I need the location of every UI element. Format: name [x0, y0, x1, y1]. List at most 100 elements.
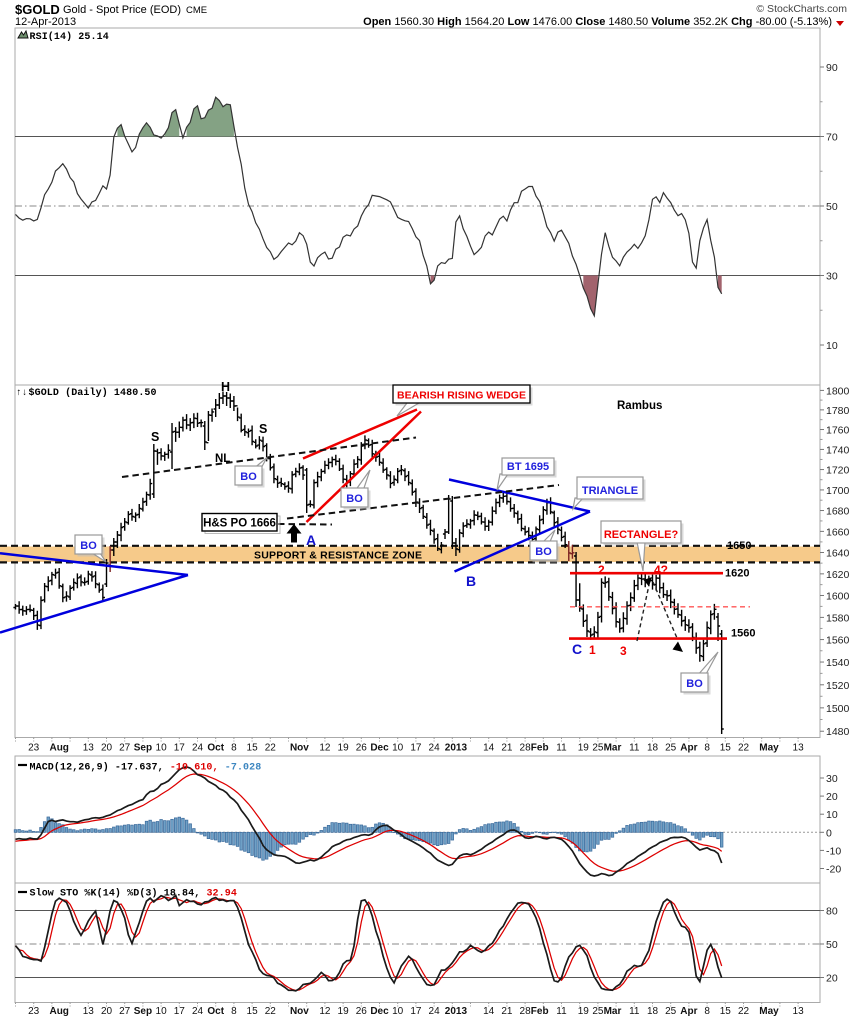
svg-text:24: 24: [429, 1006, 441, 1017]
svg-text:13: 13: [83, 743, 95, 754]
svg-text:2013: 2013: [445, 743, 468, 754]
svg-text:A: A: [306, 532, 316, 548]
svg-text:30: 30: [826, 271, 838, 283]
svg-text:SUPPORT & RESISTANCE ZONE: SUPPORT & RESISTANCE ZONE: [254, 550, 422, 562]
svg-text:24: 24: [192, 1006, 204, 1017]
svg-text:70: 70: [826, 132, 838, 144]
svg-text:Open 1560.30 High 1564.20 Low: Open 1560.30 High 1564.20 Low 1476.00 Cl…: [363, 16, 832, 28]
svg-text:10: 10: [392, 1006, 404, 1017]
svg-text:11: 11: [629, 743, 640, 754]
svg-text:8: 8: [231, 1006, 237, 1017]
svg-text:15: 15: [720, 1006, 732, 1017]
svg-text:BO: BO: [686, 678, 703, 690]
svg-text:Nov: Nov: [290, 743, 309, 754]
svg-text:17: 17: [410, 743, 422, 754]
svg-text:1480: 1480: [826, 726, 850, 738]
svg-text:3: 3: [620, 644, 627, 658]
svg-text:1780: 1780: [826, 405, 850, 417]
svg-text:13: 13: [793, 743, 805, 754]
svg-text:23: 23: [28, 1006, 40, 1017]
svg-text:18: 18: [647, 1006, 659, 1017]
svg-text:$GOLD (Daily) 1480.50: $GOLD (Daily) 1480.50: [29, 387, 157, 399]
svg-text:Aug: Aug: [49, 743, 68, 754]
svg-text:20: 20: [826, 973, 838, 985]
svg-text:20: 20: [101, 743, 113, 754]
svg-text:1640: 1640: [826, 547, 850, 559]
svg-text:11: 11: [556, 1006, 567, 1017]
svg-text:18: 18: [647, 743, 659, 754]
svg-text:20: 20: [826, 791, 838, 803]
svg-text:1580: 1580: [826, 612, 850, 624]
svg-text:22: 22: [738, 1006, 750, 1017]
svg-text:2: 2: [598, 563, 605, 577]
svg-text:19: 19: [338, 743, 350, 754]
svg-text:1620: 1620: [725, 568, 749, 580]
svg-text:Oct: Oct: [207, 1006, 224, 1017]
svg-text:27: 27: [119, 1006, 131, 1017]
svg-text:90: 90: [826, 62, 838, 74]
svg-text:RSI(14) 25.14: RSI(14) 25.14: [30, 31, 109, 43]
svg-text:BO: BO: [346, 493, 363, 505]
svg-text:10: 10: [392, 743, 404, 754]
svg-text:17: 17: [174, 743, 186, 754]
svg-text:Apr: Apr: [680, 1006, 697, 1017]
svg-text:B: B: [466, 573, 476, 589]
svg-text:NL: NL: [215, 453, 230, 465]
svg-text:BO: BO: [535, 546, 552, 558]
svg-text:19: 19: [578, 1006, 590, 1017]
svg-text:Mar: Mar: [604, 1006, 622, 1017]
svg-text:80: 80: [826, 905, 838, 917]
svg-text:22: 22: [265, 743, 277, 754]
svg-text:10: 10: [156, 743, 168, 754]
svg-text:1620: 1620: [826, 569, 850, 581]
svg-text:30: 30: [826, 773, 838, 785]
svg-text:1680: 1680: [826, 506, 850, 518]
svg-text:1500: 1500: [826, 703, 850, 715]
svg-text:26: 26: [356, 1006, 368, 1017]
svg-text:19: 19: [578, 743, 590, 754]
svg-text:19: 19: [338, 1006, 350, 1017]
svg-text:Sep: Sep: [134, 743, 152, 754]
svg-text:21: 21: [501, 1006, 513, 1017]
svg-text:MACD(12,26,9) -17.637, -10.610: MACD(12,26,9) -17.637, -10.610, -7.028: [30, 762, 262, 774]
svg-text:Rambus: Rambus: [617, 400, 662, 412]
svg-text:BEARISH RISING WEDGE: BEARISH RISING WEDGE: [397, 390, 526, 402]
svg-text:10: 10: [826, 340, 838, 352]
svg-text:Feb: Feb: [531, 1006, 549, 1017]
svg-text:25: 25: [592, 743, 604, 754]
svg-text:21: 21: [501, 743, 513, 754]
svg-text:H&S PO 1666: H&S PO 1666: [203, 518, 276, 530]
svg-text:1740: 1740: [826, 444, 850, 456]
svg-text:1520: 1520: [826, 680, 850, 692]
svg-text:RECTANGLE?: RECTANGLE?: [604, 529, 679, 541]
svg-text:Dec: Dec: [370, 1006, 389, 1017]
svg-text:8: 8: [231, 743, 237, 754]
svg-text:8: 8: [704, 743, 710, 754]
svg-text:13: 13: [83, 1006, 95, 1017]
svg-text:0: 0: [826, 827, 832, 839]
svg-text:↑↓: ↑↓: [16, 387, 27, 398]
svg-text:TRIANGLE: TRIANGLE: [582, 485, 638, 497]
svg-text:1660: 1660: [826, 526, 850, 538]
svg-text:27: 27: [119, 743, 131, 754]
svg-text:Sep: Sep: [134, 1006, 152, 1017]
svg-text:CME: CME: [186, 5, 207, 16]
svg-text:BO: BO: [80, 540, 97, 552]
svg-text:Aug: Aug: [49, 1006, 68, 1017]
svg-text:BO: BO: [240, 471, 257, 483]
svg-text:10: 10: [156, 1006, 168, 1017]
svg-text:© StockCharts.com: © StockCharts.com: [756, 3, 847, 15]
svg-text:17: 17: [174, 1006, 186, 1017]
svg-text:S: S: [259, 422, 267, 436]
svg-text:26: 26: [356, 743, 368, 754]
svg-text:15: 15: [720, 743, 732, 754]
svg-text:-20: -20: [826, 864, 841, 876]
svg-text:BT 1695: BT 1695: [507, 461, 549, 473]
svg-text:$GOLD: $GOLD: [15, 2, 60, 17]
svg-text:Gold - Spot Price (EOD): Gold - Spot Price (EOD): [63, 4, 181, 16]
svg-text:1800: 1800: [826, 385, 850, 397]
svg-text:50: 50: [826, 201, 838, 213]
svg-text:2013: 2013: [445, 1006, 468, 1017]
svg-text:Dec: Dec: [370, 743, 389, 754]
svg-text:13: 13: [793, 1006, 805, 1017]
